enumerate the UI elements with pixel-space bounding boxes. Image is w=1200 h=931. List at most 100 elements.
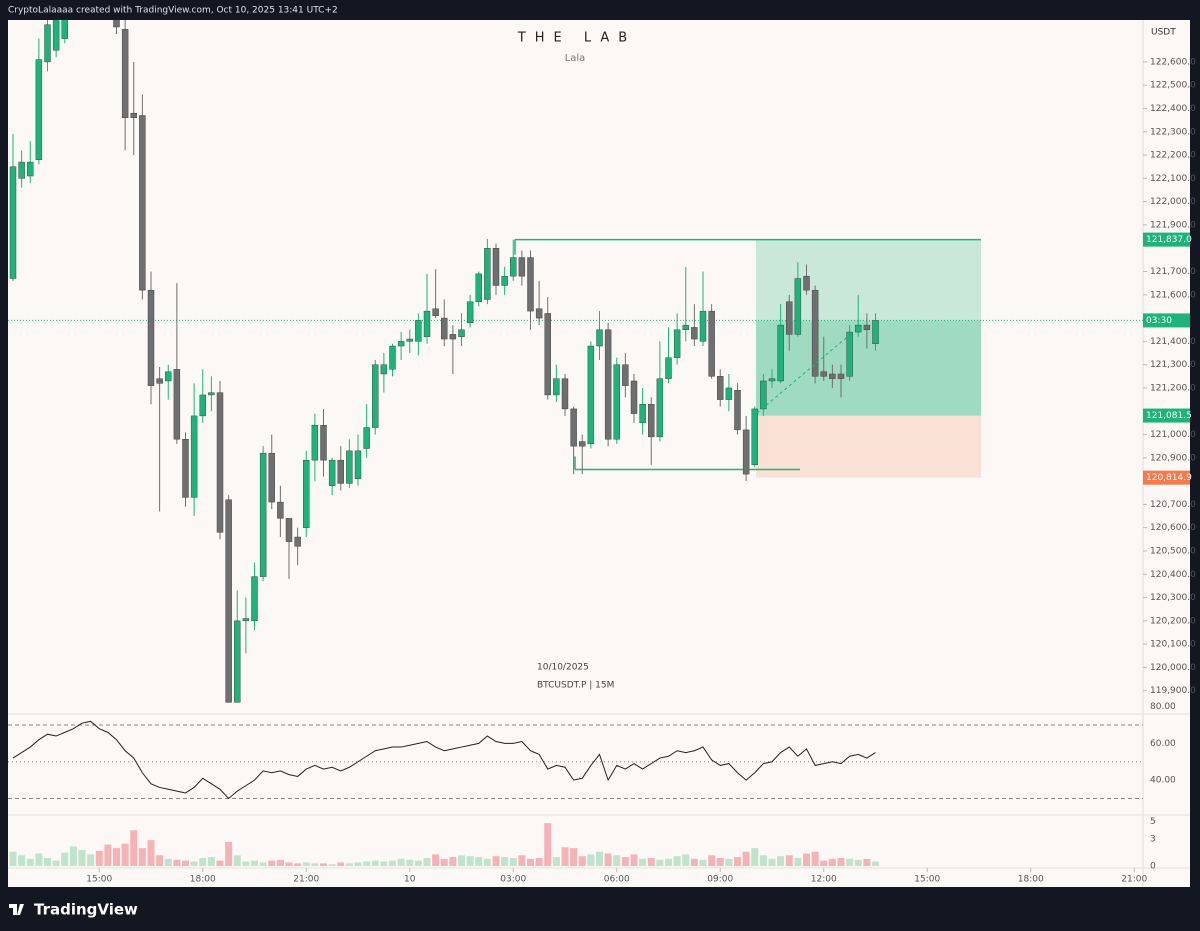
candle-body [121,29,129,119]
volume-bar [432,854,440,866]
candle-body [596,329,603,347]
target-zone [756,239,981,321]
candle-body [794,278,802,335]
volume-bar [544,823,552,866]
y-tick-label: 120,100.0 [1150,640,1196,650]
candle-body [423,310,431,337]
volume-bar [570,848,578,866]
volume-bar [863,858,871,866]
candle-body [337,459,344,484]
volume-bar [440,858,448,866]
candle-body [285,518,293,542]
volume-bar [552,857,560,866]
candle-body [639,404,646,424]
candle-body [27,161,34,177]
candle-body [113,20,120,28]
countdown-label-bg [1143,313,1190,328]
candle-body [777,324,784,382]
volume-bar [199,857,207,866]
candle-body [656,378,664,438]
volume-bar [768,858,776,866]
header: CryptoLalaaaa created with TradingView.c… [8,6,338,16]
volume-bar [113,848,120,866]
candle-body [397,341,405,347]
volume-bar [604,853,612,866]
candle-body [35,59,43,160]
volume-tick-label: 0 [1150,862,1156,872]
candle-body [311,425,319,461]
volume-bar [587,854,595,866]
volume-bar [44,857,51,866]
x-tick-label: 03:00 [500,875,526,885]
candle-body [691,327,698,340]
x-tick-label: 06:00 [604,875,630,885]
volume-bar [527,858,534,866]
volume-bar [285,862,293,866]
volume-bar [854,859,862,866]
stop-zone [756,415,981,478]
y-tick-label: 121,000.0 [1150,430,1196,440]
volume-bar [268,860,276,866]
candle-body [156,378,163,384]
candle-body [751,408,758,466]
stop-label-bg [1143,470,1190,485]
symbol-watermark: BTCUSDT.P | 15M [537,681,614,691]
volume-bar [389,860,396,866]
volume-bar [794,857,802,866]
candle-body [173,369,181,440]
volume-bar [621,857,629,866]
open-profit-zone [756,320,981,416]
volume-bar [414,860,422,866]
countdown-label: 03:30 [1146,316,1172,326]
volume-bar [811,851,819,866]
candle-body [553,378,560,396]
y-tick-label: 122,200.0 [1150,151,1196,161]
volume-bar [61,852,69,866]
candle-body [734,390,741,431]
candle-body [786,301,793,335]
candle-body [872,320,879,344]
y-tick-label: 121,700.0 [1150,267,1196,277]
y-tick-label: 121,400.0 [1150,337,1196,347]
volume-bar [578,856,586,866]
candle-body [648,404,655,438]
candle-body [544,313,551,396]
overlay: 119,900.0 120,000.0 120,100.0 120,200.0 120,… [86,57,1196,884]
volume-bar [225,841,233,866]
candle-body [811,289,819,377]
candle-body [449,334,457,340]
currency-label: USDT [1151,28,1176,38]
volume-bar [121,843,129,866]
volume-bar [337,862,345,866]
candle-body [190,415,198,498]
candle-body [725,387,733,400]
main-pane [8,20,1143,703]
candle-body [139,115,146,291]
candle-body [803,275,810,291]
footer-brand: TradingView [34,901,138,919]
candle-body [320,425,327,461]
volume-bar [423,857,431,866]
candle-body [760,380,767,410]
y-tick-label: 120,200.0 [1150,616,1196,626]
rsi-tick-label: 80.00 [1150,702,1176,712]
rsi-tick-label: 60.00 [1150,739,1176,749]
y-tick-label: 122,400.0 [1150,104,1196,114]
volume-bar [837,857,845,866]
volume-bar [242,861,250,866]
y-tick-label: 122,000.0 [1150,197,1196,207]
candle-body [820,371,827,377]
candle-body [61,20,68,39]
candle-body [18,161,25,179]
candle-body [561,378,569,410]
candle-body [234,620,241,703]
entry-label: 121,081.5 [1146,411,1192,421]
target-label-bg [1143,232,1190,247]
volume-bar [259,862,267,866]
volume-bar [820,860,828,866]
volume-bar [466,856,474,866]
x-tick-label: 21:00 [293,875,319,885]
candle-body [328,459,336,486]
volume-bar [458,855,465,866]
